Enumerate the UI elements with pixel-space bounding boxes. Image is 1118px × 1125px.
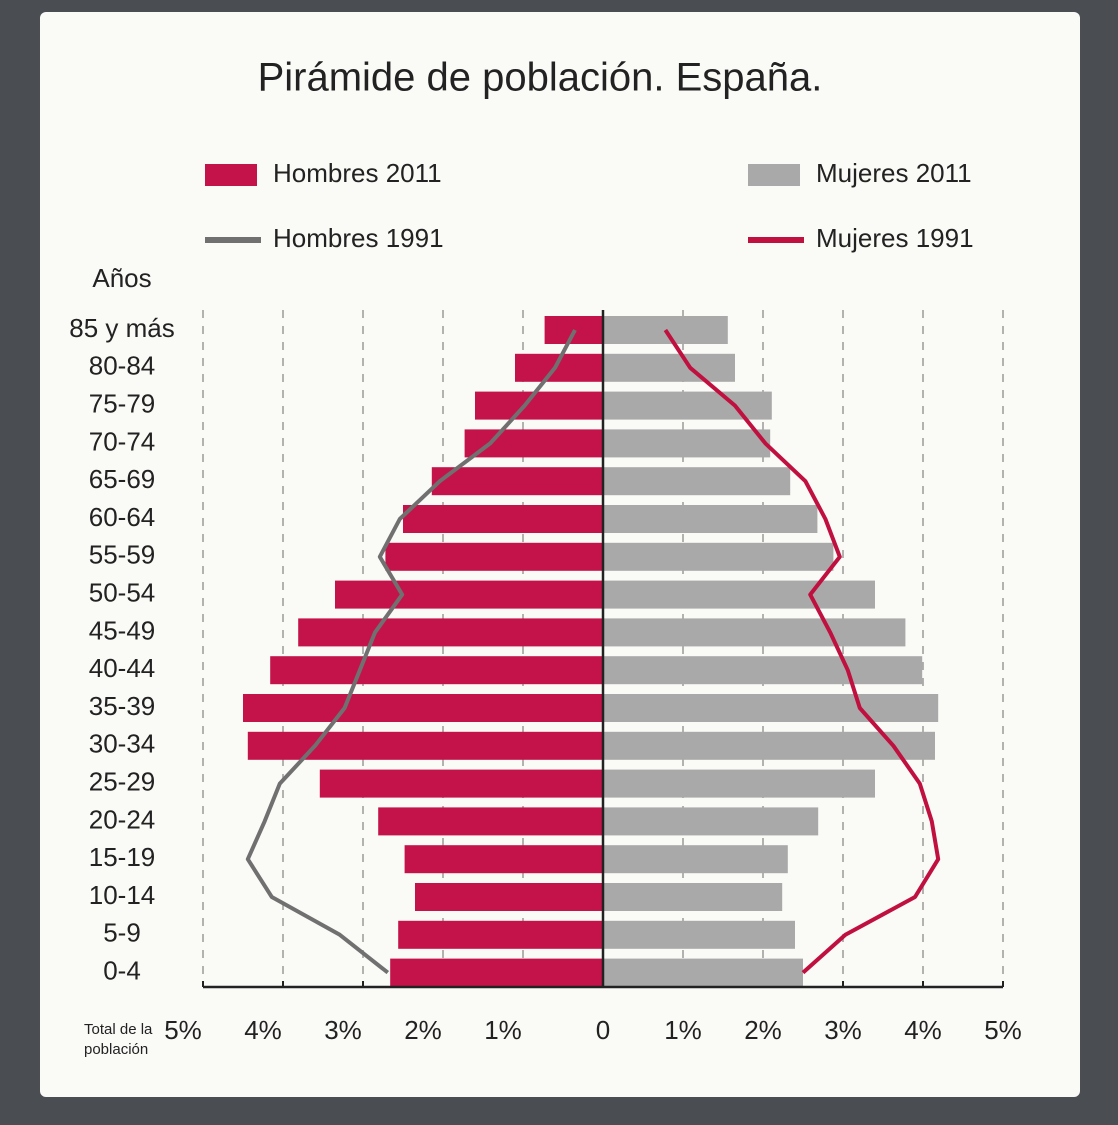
bar xyxy=(404,845,603,874)
y-tick-label: 10-14 xyxy=(89,880,156,910)
bar xyxy=(270,656,603,685)
x-tick-label: 3% xyxy=(824,1015,862,1045)
bar xyxy=(390,958,603,987)
bar xyxy=(335,580,603,609)
bar xyxy=(603,429,771,458)
bar xyxy=(603,807,819,836)
x-tick-label: 5% xyxy=(984,1015,1022,1045)
bar xyxy=(603,505,818,533)
bar xyxy=(603,769,875,798)
y-tick-label: 70-74 xyxy=(89,426,156,456)
legend-swatch xyxy=(748,164,800,186)
bar xyxy=(603,845,788,874)
legend-label: Mujeres 2011 xyxy=(816,158,972,188)
y-tick-label: 75-79 xyxy=(89,388,156,418)
legend-swatch xyxy=(205,164,257,186)
y-tick-label: 30-34 xyxy=(89,729,156,759)
bar xyxy=(603,618,906,647)
y-tick-label: 60-64 xyxy=(89,502,156,532)
bar xyxy=(415,883,603,911)
line xyxy=(245,329,577,975)
bar xyxy=(603,656,923,685)
bar xyxy=(243,694,603,722)
x-axis-label: población xyxy=(84,1041,148,1058)
legend-label: Hombres 2011 xyxy=(273,158,442,188)
x-tick-label: 1% xyxy=(664,1015,702,1045)
x-tick-label: 2% xyxy=(744,1015,782,1045)
bar xyxy=(378,807,603,836)
bar xyxy=(603,694,939,722)
x-tick-label: 3% xyxy=(324,1015,362,1045)
x-tick-label: 2% xyxy=(404,1015,442,1045)
x-tick-label: 5% xyxy=(164,1015,202,1045)
y-tick-label: 20-24 xyxy=(89,804,156,834)
bar xyxy=(603,353,735,382)
bar xyxy=(298,618,603,647)
chart-title: Pirámide de población. España. xyxy=(258,56,823,100)
y-tick-label: 65-69 xyxy=(89,464,156,494)
bar xyxy=(603,542,834,571)
bar xyxy=(603,467,791,496)
bar xyxy=(385,542,603,571)
bar xyxy=(431,467,603,496)
legend-label: Mujeres 1991 xyxy=(816,223,974,253)
y-tick-label: 80-84 xyxy=(89,351,156,381)
y-tick-label: 25-29 xyxy=(89,766,156,796)
y-tick-label: 50-54 xyxy=(89,577,156,607)
y-tick-label: 35-39 xyxy=(89,691,156,721)
bar xyxy=(247,731,604,760)
y-tick-label: 0-4 xyxy=(103,955,141,985)
y-tick-label: 5-9 xyxy=(103,918,141,948)
bar xyxy=(603,731,935,760)
bar xyxy=(603,883,783,911)
x-tick-label: 4% xyxy=(244,1015,282,1045)
bar xyxy=(603,391,772,420)
x-tick-label: 0 xyxy=(596,1015,610,1045)
legend-label: Hombres 1991 xyxy=(273,223,444,253)
bar xyxy=(464,429,603,458)
bar xyxy=(398,920,603,949)
bar xyxy=(475,391,603,420)
bar xyxy=(603,958,803,987)
line xyxy=(663,328,941,975)
x-tick-label: 4% xyxy=(904,1015,942,1045)
bar xyxy=(603,580,875,609)
x-axis-label: Total de la xyxy=(84,1021,153,1038)
bar xyxy=(603,920,795,949)
bar xyxy=(403,505,603,533)
x-tick-label: 1% xyxy=(484,1015,522,1045)
y-axis-label: Años xyxy=(92,263,151,293)
y-tick-label: 40-44 xyxy=(89,653,156,683)
y-tick-label: 85 y más xyxy=(69,313,175,343)
y-tick-label: 55-59 xyxy=(89,540,156,570)
y-tick-label: 45-49 xyxy=(89,615,156,645)
y-tick-label: 15-19 xyxy=(89,842,156,872)
bar xyxy=(319,769,603,798)
